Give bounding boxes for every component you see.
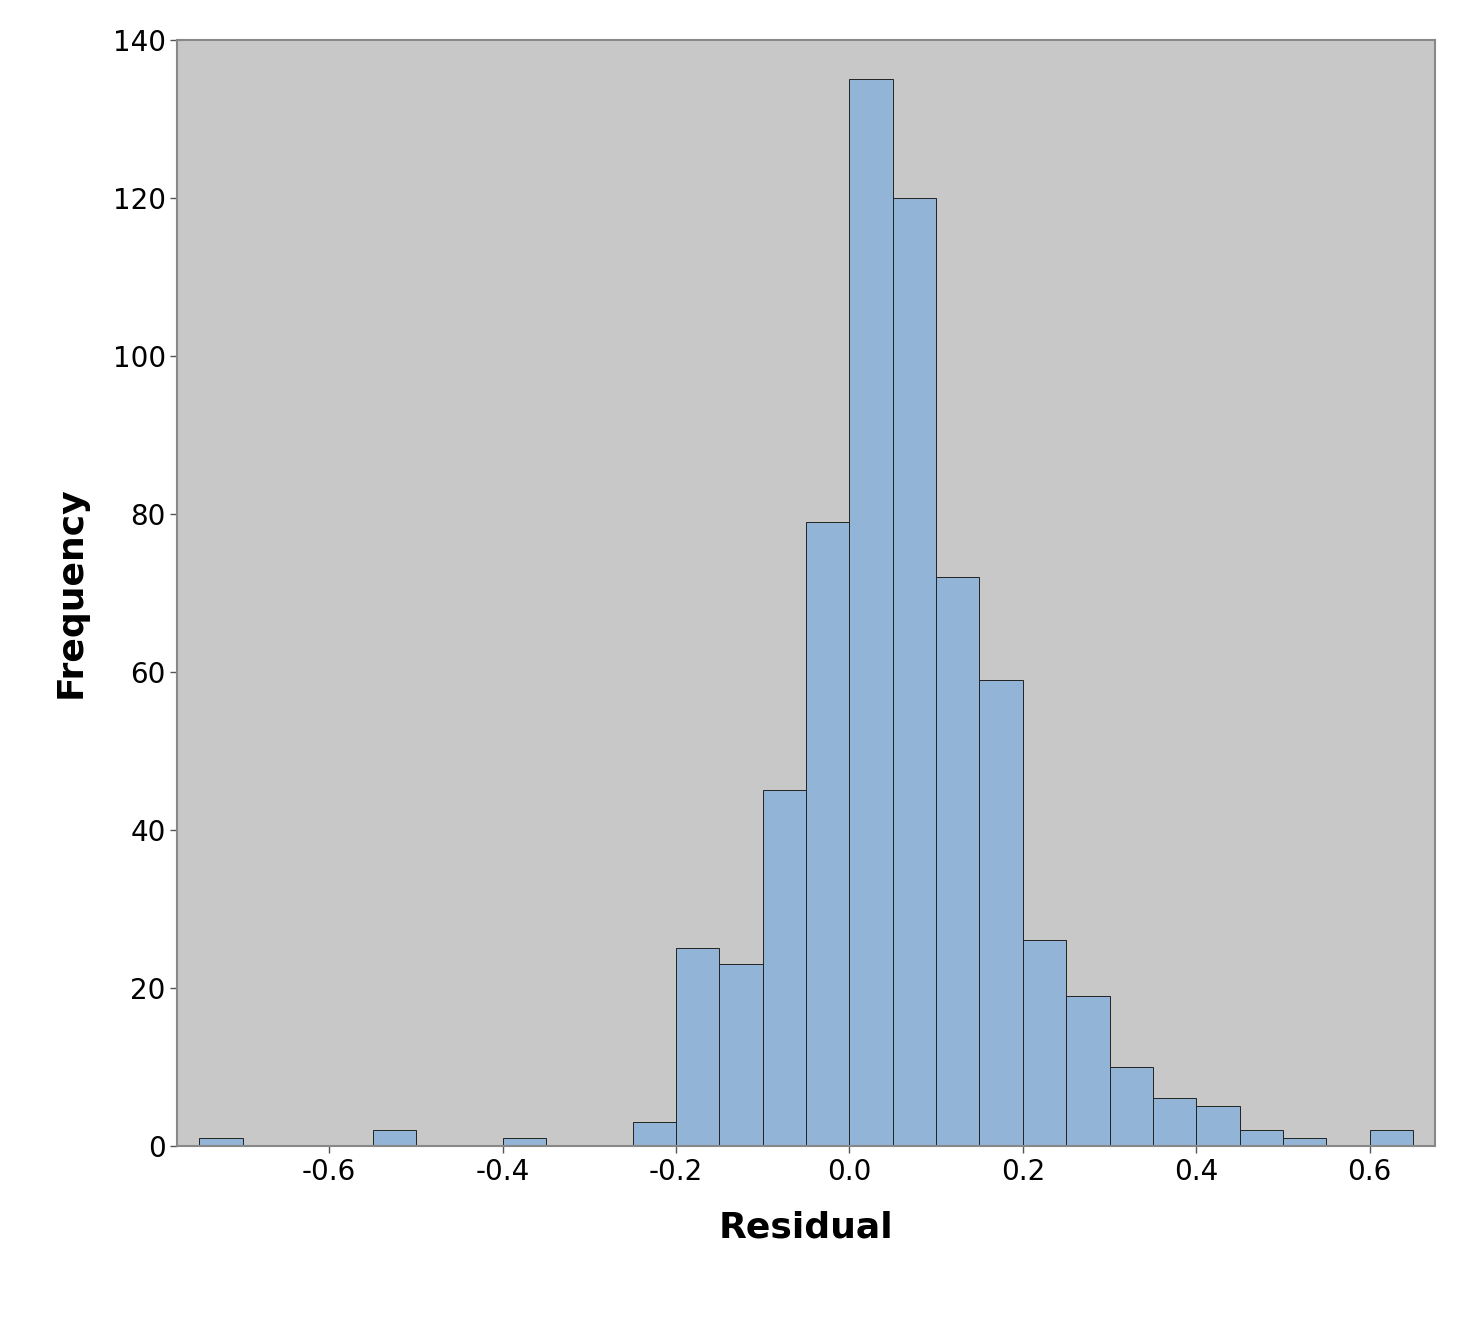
Bar: [806, 522, 849, 1146]
Bar: [1370, 1130, 1412, 1146]
Bar: [1109, 1067, 1152, 1146]
Bar: [200, 1138, 243, 1146]
Bar: [373, 1130, 416, 1146]
Bar: [849, 79, 893, 1146]
Bar: [503, 1138, 546, 1146]
Bar: [893, 198, 936, 1146]
Bar: [676, 948, 719, 1146]
Bar: [1282, 1138, 1327, 1146]
Bar: [979, 680, 1023, 1146]
Bar: [1239, 1130, 1282, 1146]
Bar: [1023, 940, 1066, 1146]
Y-axis label: Frequency: Frequency: [53, 487, 87, 698]
Bar: [1197, 1106, 1239, 1146]
Bar: [719, 964, 763, 1146]
Bar: [763, 790, 806, 1146]
Bar: [936, 577, 979, 1146]
Bar: [1152, 1098, 1197, 1146]
Bar: [1066, 996, 1109, 1146]
Bar: [633, 1122, 676, 1146]
X-axis label: Residual: Residual: [719, 1210, 893, 1245]
